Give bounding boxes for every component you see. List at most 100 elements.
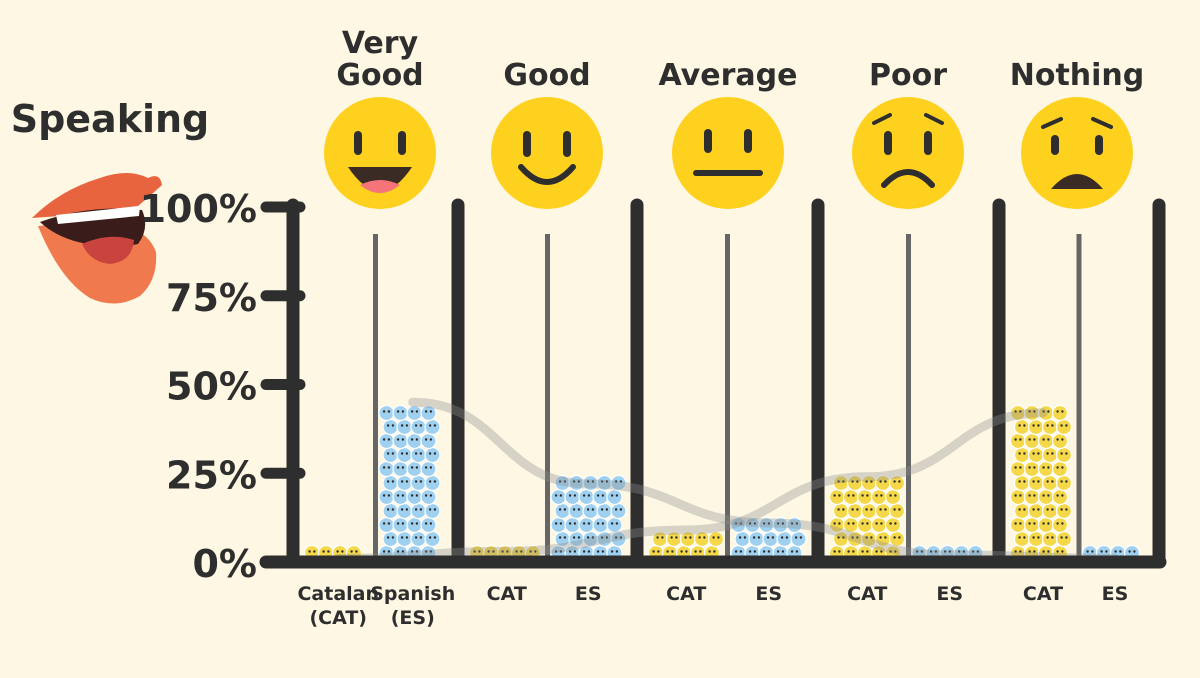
bubble-eye: [400, 424, 404, 427]
bubble-eye: [424, 522, 428, 525]
bubble-eye: [656, 536, 659, 539]
face-bubble: [592, 516, 609, 534]
bubble-eye: [313, 550, 316, 553]
bubble-eye: [587, 494, 591, 497]
bubble-eye: [1061, 410, 1064, 413]
bar-label: Spanish (ES): [370, 583, 455, 629]
face-bubble: [382, 446, 399, 464]
bubble-eye: [1019, 494, 1022, 497]
face-bubble: [1055, 474, 1073, 492]
face-bubble: [1037, 488, 1055, 506]
bubble-eye: [1060, 424, 1063, 427]
bubble-eye: [610, 550, 614, 553]
bubble-eye: [414, 424, 418, 427]
bubble-eye: [424, 466, 428, 469]
bubble-eye: [795, 522, 799, 525]
bubble-eye: [428, 424, 432, 427]
face-bubble: [1051, 432, 1069, 450]
bubble-eye: [875, 550, 878, 553]
bubble-eye: [1060, 480, 1063, 483]
bubble-eye: [1037, 452, 1040, 455]
bubble-eye: [473, 550, 476, 553]
bubble-eye: [429, 466, 433, 469]
bubble-eye: [1051, 424, 1054, 427]
bar-label: CAT: [1023, 583, 1063, 605]
bubble-eye: [767, 550, 771, 553]
face-bubble: [860, 502, 878, 520]
bubble-eye: [699, 550, 702, 553]
bubble-eye: [308, 550, 311, 553]
bubble-eye: [794, 536, 798, 539]
bubble-eye: [739, 522, 743, 525]
face-bubble: [846, 502, 864, 520]
face-bubble: [424, 418, 441, 436]
face-bubble: [392, 460, 409, 478]
bubble-eye: [894, 494, 897, 497]
bubble-eye: [610, 494, 614, 497]
bubble-eye: [572, 508, 576, 511]
bubble-eye: [419, 480, 423, 483]
bubble-eye: [401, 466, 405, 469]
bubble-eye: [1056, 410, 1059, 413]
bubble-eye: [875, 522, 878, 525]
bubble-eye: [1028, 494, 1031, 497]
bubble-eye: [880, 550, 883, 553]
face-bubble: [1041, 530, 1059, 548]
face-bubble: [1027, 502, 1045, 520]
spanish-trend-line: [408, 397, 1120, 563]
face-bubble: [1009, 488, 1027, 506]
bubble-eye: [582, 522, 586, 525]
bubble-eye: [1014, 466, 1017, 469]
bubble-eye: [1051, 480, 1054, 483]
bubble-eye: [734, 550, 738, 553]
bubble-eye: [1060, 452, 1063, 455]
bubble-eye: [870, 508, 873, 511]
bubble-eye: [1037, 536, 1040, 539]
bubble-eye: [1023, 536, 1026, 539]
bubble-eye: [1042, 410, 1045, 413]
bubble-eye: [898, 536, 901, 539]
face-bubble: [396, 418, 413, 436]
bubble-eye: [1032, 508, 1035, 511]
bubble-eye: [586, 480, 590, 483]
bubble-eye: [795, 550, 799, 553]
bubble-eye: [382, 522, 386, 525]
bubble-eye: [582, 494, 586, 497]
bubble-eye: [572, 536, 576, 539]
lips-icon: [32, 173, 162, 304]
bubble-eye: [1028, 438, 1031, 441]
bubble-eye: [554, 494, 558, 497]
bubble-eye: [424, 550, 428, 553]
bubble-eye: [558, 536, 562, 539]
bubble-eye: [410, 410, 414, 413]
bubble-eye: [870, 536, 873, 539]
face-bubble: [424, 502, 441, 520]
bubble-eye: [401, 550, 405, 553]
bubble-eye: [780, 536, 784, 539]
bubble-eye: [386, 508, 390, 511]
bubble-eye: [893, 480, 896, 483]
bubble-eye: [391, 480, 395, 483]
bubble-eye: [429, 410, 433, 413]
bubble-eye: [880, 522, 883, 525]
bubble-eye: [865, 536, 868, 539]
bubble-eye: [976, 550, 980, 553]
bubble-eye: [396, 494, 400, 497]
bubble-eye: [1046, 480, 1049, 483]
face-bubble: [392, 404, 409, 422]
bubble-eye: [842, 536, 845, 539]
bubble-eye: [415, 494, 419, 497]
bubble-eye: [559, 494, 563, 497]
bubble-eye: [866, 494, 869, 497]
bubble-eye: [386, 480, 390, 483]
bubble-eye: [600, 508, 604, 511]
face-bubble: [1051, 488, 1069, 506]
face-bubble: [1023, 488, 1041, 506]
face-bubble: [888, 502, 906, 520]
bar-label: Catalan (CAT): [297, 583, 379, 629]
bubble-eye: [762, 550, 766, 553]
bubble-eye: [1046, 424, 1049, 427]
bubble-eye: [1023, 452, 1026, 455]
bubble-eye: [1056, 522, 1059, 525]
bubble-eye: [833, 522, 836, 525]
